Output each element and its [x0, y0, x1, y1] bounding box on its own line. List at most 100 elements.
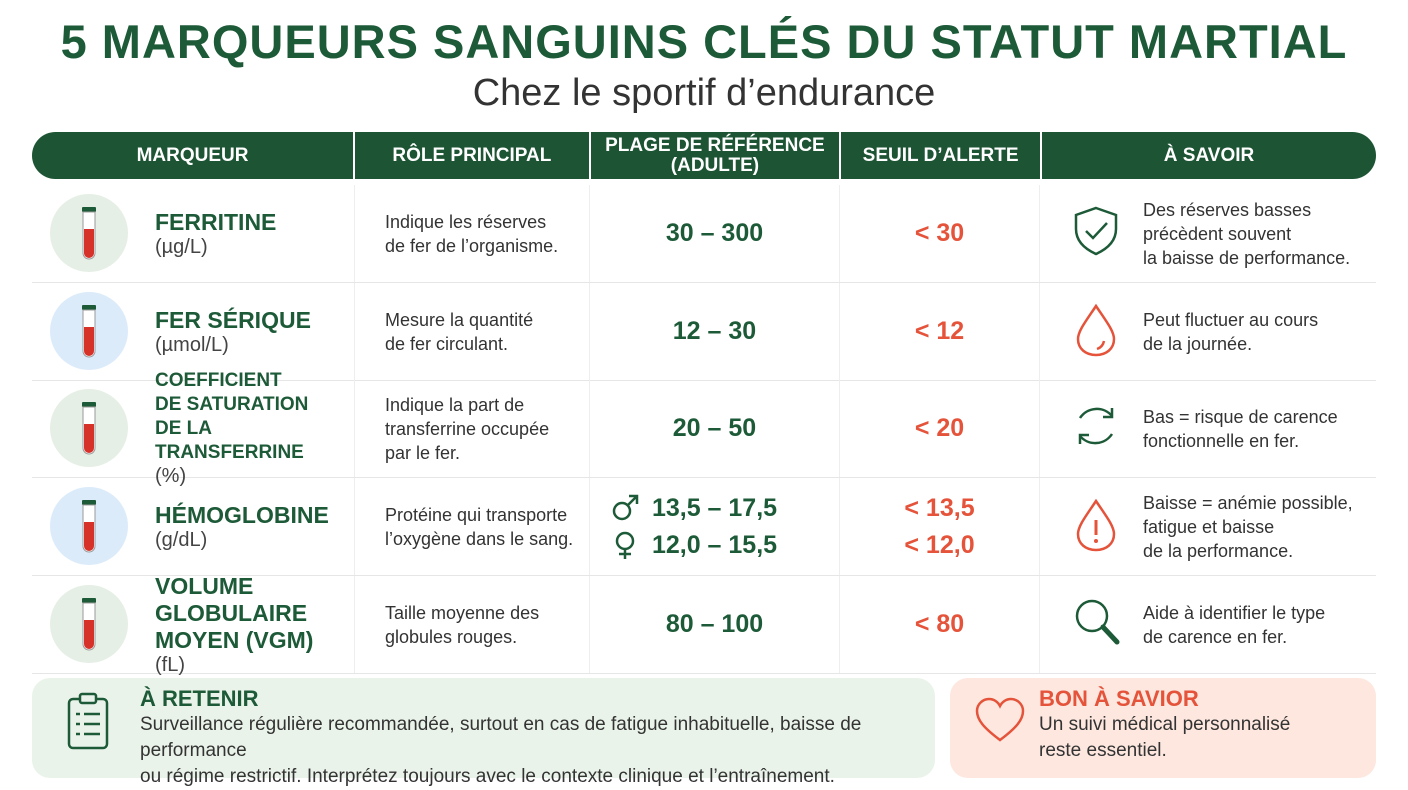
marker-cell: FERRITINE (µg/L) [32, 185, 355, 282]
role-line: Protéine qui transporte [385, 504, 568, 525]
role-cell: Mesure la quantité de fer circulant. [355, 283, 590, 380]
tube-icon [50, 487, 128, 565]
role-line: par le fer. [385, 442, 461, 463]
header-cell: PLAGE DE RÉFÉRENCE (ADULTE) [591, 132, 842, 179]
note-line: précèdent souvent [1143, 223, 1292, 244]
alert-cell: < 20 [840, 380, 1040, 477]
note-line: de carence en fer. [1143, 626, 1288, 647]
table-header: MARQUEUR RÔLE PRINCIPAL PLAGE DE RÉFÉRENCE… [32, 132, 1376, 179]
role-line: de fer de l’organisme. [385, 235, 559, 256]
role-line: l’oxygène dans le sang. [385, 528, 574, 549]
alert-cell: < 30 [840, 185, 1040, 282]
marker-unit: (g/dL) [155, 528, 208, 551]
range-value: 30 – 300 [665, 219, 764, 247]
note-cell: Peut fluctuer au cours de la journée. [1040, 283, 1376, 380]
note-line: Bas = risque de carence [1143, 406, 1338, 427]
marker-unit: (µg/L) [155, 235, 208, 258]
note-line: de la performance. [1143, 540, 1294, 561]
marker-name: MOYEN (VGM) [155, 626, 314, 653]
note-icon [1078, 407, 1114, 445]
header-text: RÔLE PRINCIPAL [392, 144, 552, 166]
marker-unit: (fL) [155, 653, 185, 676]
table-row: HÉMOGLOBINE (g/dL) Protéine qui transporte… [32, 478, 1376, 576]
tube-icon [50, 389, 128, 467]
marker-name: FER SÉRIQUE [155, 306, 311, 333]
role-line: Taille moyenne des [385, 602, 540, 623]
note-cell: Des réserves basses précèdent souvent la b… [1040, 185, 1376, 282]
note-cell: Baisse = anémie possible, fatigue et bais… [1040, 478, 1376, 575]
range-cell: 80 – 100 [590, 576, 840, 673]
note-icon [1074, 206, 1118, 256]
note-line: de la journée. [1143, 333, 1253, 354]
range-value: 80 – 100 [665, 610, 764, 638]
marker-name: DE SATURATION [155, 394, 309, 415]
alert-value: < 12 [914, 317, 965, 345]
header-cell: À SAVOIR [1042, 132, 1376, 179]
range-value: 20 – 50 [672, 414, 757, 442]
range-cell: 30 – 300 [590, 185, 840, 282]
marker-name: VOLUME GLOBULAIRE [155, 572, 308, 626]
header-text: SEUIL D’ALERTE [862, 144, 1019, 166]
alert-value: < 30 [914, 219, 965, 247]
note-line: la baisse de performance. [1143, 247, 1351, 268]
page: {"title":"5 MARQUEURS SANGUINS CLÉS DU S… [32, 15, 1376, 787]
header-text: (ADULTE) [670, 154, 760, 176]
marker-name: COEFFICIENT [155, 370, 282, 391]
text-line: reste essentiel. [1039, 740, 1167, 761]
marker-name: HÉMOGLOBINE [155, 501, 329, 528]
table-row: COEFFICIENT DE SATURATION DE LA TRANSFERRI… [32, 370, 1376, 487]
header-text: MARQUEUR [136, 144, 249, 166]
header-cell: MARQUEUR [32, 132, 356, 179]
note-cell: Bas = risque de carence fonctionnelle en … [1040, 380, 1376, 477]
note-line: Peut fluctuer au cours [1143, 309, 1319, 330]
role-line: transferrine occupée [385, 418, 550, 439]
retain-title: À RETENIR [140, 686, 259, 711]
text-line: Un suivi médical personnalisé [1039, 714, 1291, 735]
header-cell: RÔLE PRINCIPAL [355, 132, 591, 179]
alert-value: < 20 [914, 414, 965, 442]
retain-box: À RETENIR Surveillance régulière recomma… [32, 678, 935, 787]
note-icon [1076, 498, 1116, 552]
marker-name: DE LA TRANSFERRINE [155, 418, 304, 463]
note-line: Des réserves basses [1143, 199, 1312, 220]
note-line: Aide à identifier le type [1143, 602, 1326, 623]
note-icon [1075, 599, 1120, 645]
tip-text: Un suivi médical personnalisé reste esse… [1039, 712, 1290, 764]
note-line: fonctionnelle en fer. [1143, 430, 1300, 451]
header-cell: SEUIL D’ALERTE [841, 132, 1042, 179]
marker-cell: HÉMOGLOBINE (g/dL) [32, 478, 355, 575]
text-line: Surveillance régulière recommandée, surt… [140, 714, 862, 761]
role-cell: Indique les réserves de fer de l’organism… [355, 185, 590, 282]
note-cell: Aide à identifier le type de carence en f… [1040, 576, 1376, 673]
marker-unit: (µmol/L) [155, 333, 229, 356]
role-cell: Taille moyenne des globules rouges. [355, 576, 590, 673]
role-line: de fer circulant. [385, 333, 509, 354]
range-line: 80 – 100 [666, 606, 763, 643]
range-value: 12 – 30 [672, 317, 757, 345]
marker-cell: FER SÉRIQUE (µmol/L) [32, 283, 355, 380]
alert-value: < 80 [914, 610, 965, 638]
range-line: 12,0 – 15,5 [615, 527, 777, 564]
clipboard-icon [67, 692, 109, 750]
alert-cell: < 12 [840, 283, 1040, 380]
note-line: Baisse = anémie possible, [1143, 492, 1353, 513]
tube-icon [50, 292, 128, 370]
note-line: fatigue et baisse [1143, 516, 1275, 537]
header-text: À SAVOIR [1163, 144, 1255, 166]
range-cell: 20 – 50 [590, 380, 840, 477]
marker-cell: VOLUME GLOBULAIRE MOYEN (VGM) (fL) [32, 572, 355, 676]
range-cell: 13,5 – 17,5 12,0 – 15,5 [590, 478, 840, 575]
range-value: 13,5 – 17,5 [651, 493, 778, 522]
alert-cell: < 80 [840, 576, 1040, 673]
range-cell: 12 – 30 [590, 283, 840, 380]
female-icon [615, 531, 635, 559]
range-line: 13,5 – 17,5 [612, 490, 778, 527]
alert-cell: < 13,5 < 12,0 [840, 478, 1040, 575]
table-row: FER SÉRIQUE (µmol/L) Mesure la quantité de … [32, 283, 1376, 381]
alert-value: < 13,5 [904, 493, 975, 522]
male-icon [612, 494, 639, 521]
table-row: VOLUME GLOBULAIRE MOYEN (VGM) (fL) Taille m… [32, 572, 1376, 676]
tip-title: BON À SAVIOR [1039, 686, 1199, 711]
tube-icon [50, 194, 128, 272]
retain-text: Surveillance régulière recommandée, surt… [140, 712, 935, 790]
